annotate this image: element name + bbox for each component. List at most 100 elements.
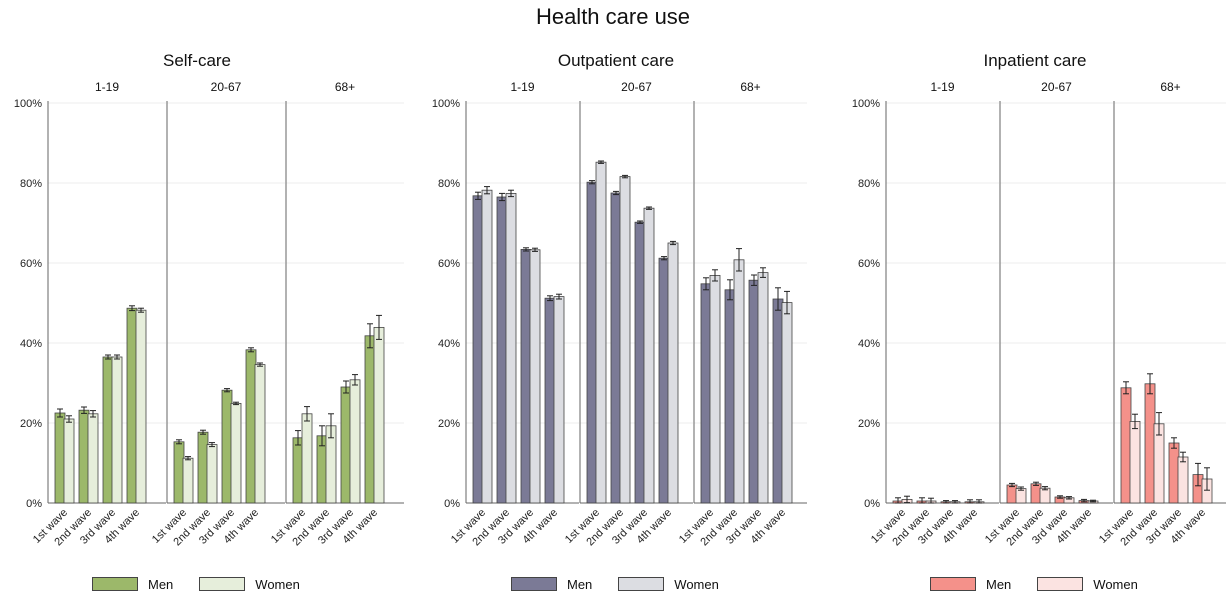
bar-women: [111, 356, 123, 504]
y-tick-label: 80%: [858, 178, 880, 190]
y-tick-label: 60%: [438, 258, 460, 270]
y-tick-label: 100%: [14, 98, 42, 110]
bar-men: [126, 307, 138, 504]
facet-label-68: 68+: [335, 80, 355, 94]
legend-label-women: Women: [674, 576, 719, 592]
bar-men: [340, 386, 352, 504]
bar-men: [364, 335, 376, 504]
panel-title-inpatient-care: Inpatient care: [983, 51, 1086, 70]
legend-swatch-women: [199, 577, 246, 591]
bar-men: [78, 409, 90, 504]
y-tick-label: 0%: [444, 498, 460, 510]
legend-outpatient-care: Men Women: [511, 576, 745, 592]
y-tick-label: 20%: [20, 418, 42, 430]
legend-label-men: Men: [986, 576, 1012, 592]
bar-women: [1153, 423, 1165, 504]
bar-men: [544, 297, 556, 504]
bar-men: [1120, 387, 1132, 504]
bar-women: [1177, 456, 1189, 504]
bar-women: [643, 207, 655, 504]
bar-women: [206, 444, 218, 504]
bar-men: [102, 356, 114, 504]
legend-swatch-men: [92, 577, 138, 591]
bar-women: [373, 326, 385, 504]
y-tick-label: 20%: [858, 418, 880, 430]
legend-swatch-women: [1037, 577, 1084, 591]
legend-inpatient-care: Men Women: [930, 576, 1164, 592]
y-tick-label: 100%: [432, 98, 460, 110]
facet-label-20-67: 20-67: [211, 80, 242, 94]
bar-women: [709, 274, 721, 504]
bar-women: [87, 413, 99, 504]
bar-men: [772, 298, 784, 504]
bar-women: [781, 302, 793, 504]
bar-men: [173, 441, 185, 504]
bar-men: [586, 181, 598, 504]
bar-women: [182, 457, 194, 504]
legend-label-men: Men: [567, 576, 593, 592]
bar-women: [254, 364, 266, 504]
bar-women: [301, 413, 313, 504]
bar-women: [63, 418, 75, 504]
bar-men: [724, 289, 736, 504]
bar-women: [757, 272, 769, 504]
facet-label-20-67: 20-67: [621, 80, 652, 94]
facet-label-1-19: 1-19: [510, 80, 534, 94]
bar-men: [1030, 483, 1042, 504]
y-tick-label: 80%: [20, 178, 42, 190]
facet-label-68: 68+: [740, 80, 760, 94]
y-tick-label: 0%: [864, 498, 880, 510]
facet-label-20-67: 20-67: [1041, 80, 1072, 94]
bar-women: [349, 379, 361, 504]
bar-men: [658, 257, 670, 504]
bar-men: [245, 349, 257, 504]
bar-men: [472, 195, 484, 504]
y-tick-label: 40%: [20, 338, 42, 350]
bar-women: [667, 242, 679, 504]
y-tick-label: 80%: [438, 178, 460, 190]
bar-women: [481, 189, 493, 504]
y-tick-label: 100%: [852, 98, 880, 110]
bar-women: [553, 296, 565, 504]
bar-men: [520, 248, 532, 504]
bar-women: [1129, 420, 1141, 504]
bar-men: [1144, 383, 1156, 504]
bar-men: [1168, 442, 1180, 504]
bar-men: [634, 221, 646, 504]
panel-title-outpatient-care: Outpatient care: [558, 51, 674, 70]
bar-women: [505, 192, 517, 504]
bar-men: [221, 389, 233, 504]
bar-men: [748, 279, 760, 504]
legend-label-men: Men: [148, 576, 174, 592]
bar-women: [1015, 488, 1027, 504]
legend-label-women: Women: [255, 576, 300, 592]
bar-women: [619, 176, 631, 504]
bar-women: [230, 402, 242, 504]
legend-swatch-women: [618, 577, 665, 591]
legend-swatch-men: [511, 577, 557, 591]
y-tick-label: 0%: [26, 498, 42, 510]
bar-women: [733, 259, 745, 504]
y-tick-label: 40%: [858, 338, 880, 350]
bar-men: [292, 437, 304, 504]
legend-swatch-men: [930, 577, 976, 591]
y-tick-label: 40%: [438, 338, 460, 350]
y-tick-label: 60%: [858, 258, 880, 270]
facet-label-1-19: 1-19: [95, 80, 119, 94]
bar-men: [700, 283, 712, 504]
y-tick-label: 60%: [20, 258, 42, 270]
bar-men: [197, 431, 209, 504]
bar-women: [595, 161, 607, 504]
y-tick-label: 20%: [438, 418, 460, 430]
bar-men: [610, 192, 622, 504]
bar-men: [54, 412, 66, 504]
bar-women: [1039, 487, 1051, 504]
bar-men: [496, 196, 508, 504]
panel-title-self-care: Self-care: [163, 51, 231, 70]
legend-label-women: Women: [1093, 576, 1138, 592]
facet-label-68: 68+: [1160, 80, 1180, 94]
legend-self-care: Men Women: [92, 576, 326, 592]
facet-label-1-19: 1-19: [930, 80, 954, 94]
bar-men: [1006, 484, 1018, 504]
